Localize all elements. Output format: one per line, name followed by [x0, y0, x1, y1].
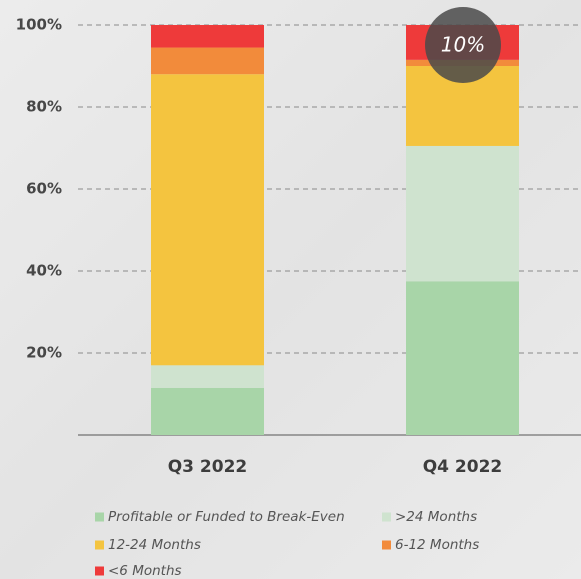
bar-segment	[406, 281, 519, 435]
y-tick-label: 20%	[26, 344, 62, 362]
bar-segment	[151, 47, 264, 75]
bar-segment	[151, 387, 264, 435]
bar-segment	[406, 145, 519, 282]
legend-label: 12-24 Months	[108, 537, 201, 553]
legend-swatch	[95, 512, 104, 522]
x-tick-label: Q3 2022	[168, 457, 248, 477]
annotation: 10%	[441, 33, 485, 57]
legend-swatch	[382, 512, 391, 522]
legend-label: <6 Months	[108, 563, 182, 579]
legend-label: 6-12 Months	[395, 537, 479, 553]
annotation-bubble	[425, 7, 501, 83]
bar-segment	[151, 25, 264, 48]
legend-swatch	[95, 540, 104, 550]
legend-swatch	[382, 540, 391, 550]
bar-segment	[151, 74, 264, 366]
legend-swatch	[95, 566, 104, 576]
y-tick-label: 60%	[26, 180, 62, 198]
x-tick-label: Q4 2022	[423, 457, 503, 477]
y-tick-label: 80%	[26, 98, 62, 116]
legend-label: >24 Months	[395, 509, 477, 525]
legend-label: Profitable or Funded to Break-Even	[108, 509, 345, 525]
y-tick-label: 40%	[26, 262, 62, 280]
y-tick-label: 100%	[16, 16, 62, 34]
bar-segment	[151, 365, 264, 388]
